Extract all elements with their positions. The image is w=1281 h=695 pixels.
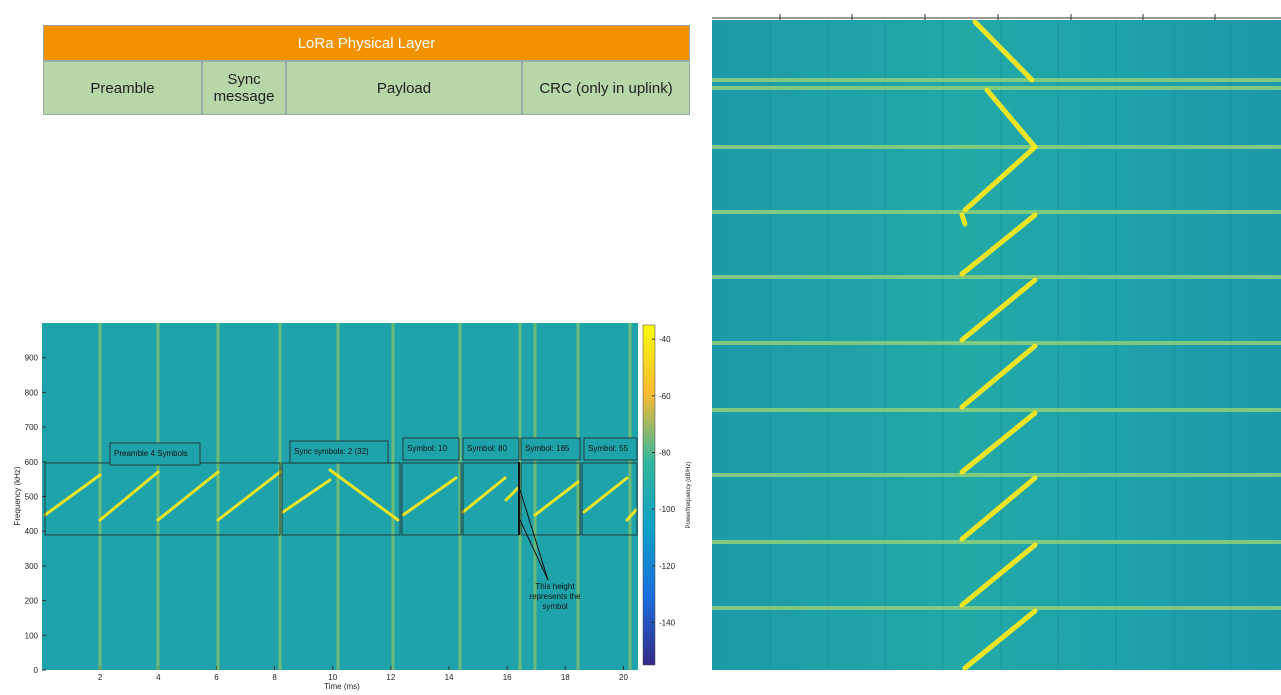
waterfall-band — [712, 275, 1281, 279]
annotation-label: Symbol: 55 — [588, 444, 629, 453]
chart: Time (ms) Frequency (kHz) Power/frequenc… — [0, 0, 1281, 695]
waterfall-band — [712, 145, 1281, 149]
x-tick-label: 6 — [214, 673, 219, 682]
annotation-label: Symbol: 10 — [407, 444, 448, 453]
y-tick-label: 700 — [25, 423, 39, 432]
waterfall-band — [712, 540, 1281, 544]
colorbar-tick-label: -140 — [659, 619, 676, 628]
annotation-label: Symbol: 80 — [467, 444, 508, 453]
x-tick-label: 10 — [328, 673, 337, 682]
x-tick-label: 8 — [272, 673, 277, 682]
plot-background — [42, 323, 638, 670]
x-tick-label: 20 — [619, 673, 628, 682]
y-tick-label: 300 — [25, 562, 39, 571]
waterfall-band — [712, 86, 1281, 90]
y-tick-label: 0 — [34, 666, 39, 675]
x-tick-label: 12 — [386, 673, 395, 682]
y-tick-label: 800 — [25, 388, 39, 397]
x-tick-label: 4 — [156, 673, 161, 682]
colorbar-tick-label: -40 — [659, 335, 671, 344]
waterfall-band — [712, 473, 1281, 477]
waterfall-band — [712, 606, 1281, 610]
x-axis-label: Time (ms) — [324, 682, 360, 691]
callout: This height represents the symbol — [520, 582, 590, 612]
y-tick-label: 500 — [25, 493, 39, 502]
waterfall-band — [712, 341, 1281, 345]
waterfall — [712, 14, 1281, 670]
y-tick-label: 400 — [25, 527, 39, 536]
chirp — [962, 215, 965, 224]
waterfall-band — [712, 78, 1281, 82]
x-tick-label: 18 — [561, 673, 570, 682]
x-tick-label: 16 — [503, 673, 512, 682]
colorbar-tick-label: -100 — [659, 505, 676, 514]
y-tick-label: 600 — [25, 458, 39, 467]
y-tick-label: 100 — [25, 631, 39, 640]
waterfall-band — [712, 408, 1281, 412]
waterfall-band — [712, 210, 1281, 214]
annotation-label: Preamble 4 Symbols — [114, 449, 188, 458]
y-tick-label: 900 — [25, 354, 39, 363]
page: LoRa Physical Layer Preamble Sync messag… — [0, 0, 1281, 695]
annotation-label: Sync symbols: 2 (32) — [294, 447, 369, 456]
colorbar-label: Power/frequency (dB/Hz) — [686, 461, 692, 528]
colorbar-tick-label: -80 — [659, 449, 671, 458]
annotation-label: Symbol: 185 — [525, 444, 570, 453]
y-tick-label: 200 — [25, 597, 39, 606]
y-axis-label: Frequency (kHz) — [13, 466, 22, 525]
x-tick-label: 14 — [445, 673, 454, 682]
x-tick-label: 2 — [98, 673, 103, 682]
colorbar-tick-label: -120 — [659, 562, 676, 571]
colorbar-tick-label: -60 — [659, 392, 671, 401]
colorbar — [643, 325, 655, 665]
